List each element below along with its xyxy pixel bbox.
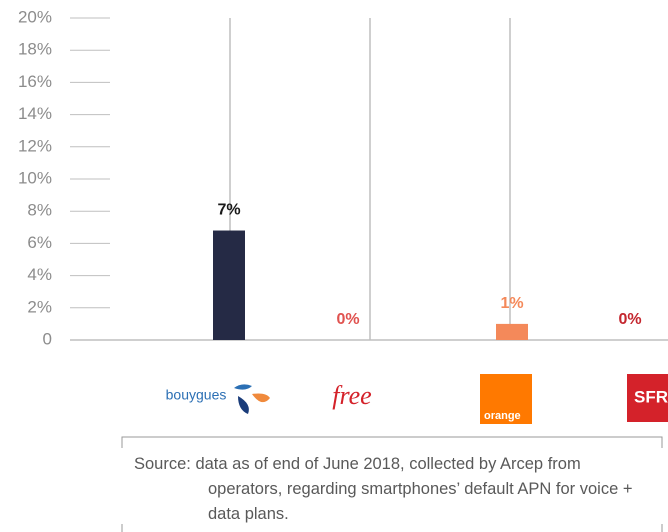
logo-icon: [252, 393, 270, 403]
y-tick-label: 18%: [18, 40, 52, 59]
value-label: 1%: [500, 295, 523, 312]
category-logo: free: [332, 381, 371, 410]
y-tick-label: 2%: [27, 297, 52, 316]
logo-box: [627, 374, 668, 422]
value-label: 7%: [217, 202, 240, 219]
logo-box: [480, 374, 532, 424]
category-logo: SFR: [634, 387, 668, 406]
y-tick-label: 12%: [18, 136, 52, 155]
y-tick-label: 0: [43, 329, 52, 348]
y-tick-label: 10%: [18, 168, 52, 187]
y-tick-label: 4%: [27, 265, 52, 284]
category-logo: orange: [484, 410, 521, 422]
y-tick-label: 20%: [18, 7, 52, 26]
logo-icon: [234, 384, 252, 390]
y-tick-label: 8%: [27, 201, 52, 220]
source-note: Source: data as of end of June 2018, col…: [134, 455, 633, 523]
bar: [213, 230, 245, 340]
category-logo: bouygues: [166, 387, 227, 403]
y-tick-label: 6%: [27, 233, 52, 252]
value-label: 0%: [336, 311, 359, 328]
y-tick-label: 16%: [18, 72, 52, 91]
y-tick-label: 14%: [18, 104, 52, 123]
bar: [496, 323, 528, 340]
value-label: 0%: [618, 311, 641, 328]
source-bracket: [121, 436, 663, 448]
logo-icon: [238, 396, 249, 414]
